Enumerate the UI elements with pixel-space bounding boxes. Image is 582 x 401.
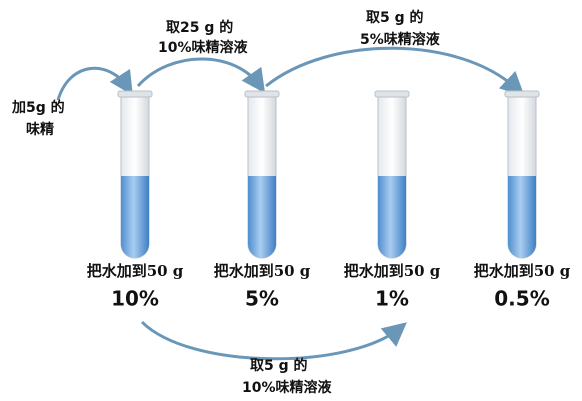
- tube-rim: [117, 90, 153, 98]
- tube-liquid: [378, 176, 406, 258]
- annotation: 5%味精溶液: [360, 31, 441, 48]
- arrow: [136, 57, 266, 94]
- tube-label: 把水加到50 g: [214, 262, 311, 280]
- annotation: 取5 g 的: [366, 9, 424, 26]
- annotation: 10%味精溶液: [158, 39, 249, 56]
- concentration: 0.5%: [494, 287, 549, 311]
- concentration: 10%: [111, 287, 159, 311]
- annotation: 取5 g 的: [250, 357, 308, 374]
- annotation: 10%味精溶液: [242, 379, 333, 396]
- annotation: 加5g 的: [11, 99, 65, 116]
- tube-label: 把水加到50 g: [474, 262, 571, 280]
- tube-liquid: [121, 176, 149, 258]
- tubes: [117, 90, 540, 259]
- tube-rim: [504, 90, 540, 98]
- tube-rim: [244, 90, 280, 98]
- arrow: [140, 320, 407, 361]
- concentration: 1%: [375, 287, 409, 311]
- arrow: [265, 46, 525, 97]
- tube-liquid: [508, 176, 536, 258]
- tube-label: 把水加到50 g: [344, 262, 441, 280]
- tube-label: 把水加到50 g: [87, 262, 184, 280]
- tube-liquid: [248, 176, 276, 258]
- concentration: 5%: [245, 287, 279, 311]
- tube-rim: [374, 90, 410, 98]
- annotation: 取25 g 的: [166, 19, 233, 36]
- arrow: [56, 66, 133, 101]
- annotation: 味精: [26, 121, 54, 138]
